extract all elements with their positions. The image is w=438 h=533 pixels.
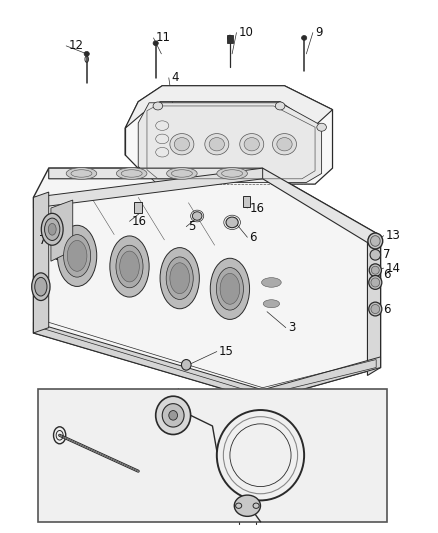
Ellipse shape: [181, 360, 191, 370]
Ellipse shape: [370, 249, 381, 260]
Ellipse shape: [84, 52, 89, 56]
Text: 6: 6: [383, 303, 390, 316]
Ellipse shape: [216, 268, 244, 310]
Ellipse shape: [301, 36, 307, 41]
Polygon shape: [125, 86, 332, 184]
Ellipse shape: [276, 102, 285, 110]
Ellipse shape: [45, 218, 60, 240]
Ellipse shape: [272, 134, 297, 155]
Polygon shape: [51, 200, 73, 261]
Text: 6: 6: [383, 268, 390, 281]
Polygon shape: [33, 168, 381, 400]
Ellipse shape: [57, 225, 97, 286]
Ellipse shape: [116, 245, 143, 288]
Ellipse shape: [35, 277, 47, 296]
Text: 10: 10: [239, 26, 254, 39]
Ellipse shape: [226, 217, 238, 228]
Text: 5: 5: [188, 220, 196, 233]
Text: 17: 17: [289, 458, 304, 471]
Polygon shape: [33, 192, 49, 333]
Ellipse shape: [153, 102, 162, 110]
Ellipse shape: [160, 248, 199, 309]
Ellipse shape: [66, 167, 97, 179]
Ellipse shape: [240, 134, 264, 155]
Ellipse shape: [205, 134, 229, 155]
Text: 8: 8: [53, 251, 60, 263]
Bar: [134, 201, 142, 213]
Polygon shape: [33, 322, 381, 400]
Ellipse shape: [277, 138, 292, 151]
Ellipse shape: [166, 167, 197, 179]
Ellipse shape: [174, 138, 190, 151]
Ellipse shape: [110, 236, 149, 297]
Text: 9: 9: [315, 26, 322, 39]
Ellipse shape: [155, 396, 191, 434]
Text: 17: 17: [304, 419, 319, 432]
Ellipse shape: [41, 213, 63, 245]
Ellipse shape: [369, 276, 382, 289]
Ellipse shape: [120, 251, 139, 282]
Text: 7: 7: [383, 248, 390, 261]
Ellipse shape: [210, 259, 250, 319]
Ellipse shape: [169, 410, 177, 420]
Text: 3: 3: [288, 321, 295, 334]
Ellipse shape: [371, 236, 380, 246]
Text: 11: 11: [155, 31, 171, 44]
Text: 7: 7: [39, 235, 46, 247]
Ellipse shape: [166, 257, 193, 300]
Ellipse shape: [261, 278, 281, 287]
Text: 4: 4: [171, 71, 178, 84]
Ellipse shape: [368, 233, 383, 249]
Polygon shape: [125, 86, 332, 128]
Text: 16: 16: [132, 215, 147, 228]
Ellipse shape: [317, 123, 326, 131]
Text: 16: 16: [250, 201, 265, 214]
Bar: [243, 196, 250, 207]
Ellipse shape: [162, 403, 184, 427]
Polygon shape: [33, 168, 263, 208]
Ellipse shape: [170, 134, 194, 155]
Text: 14: 14: [386, 262, 401, 274]
Text: 12: 12: [68, 39, 83, 52]
Ellipse shape: [369, 264, 381, 277]
Ellipse shape: [209, 138, 224, 151]
Ellipse shape: [234, 495, 261, 516]
Ellipse shape: [371, 304, 380, 313]
Polygon shape: [49, 168, 381, 243]
Ellipse shape: [117, 167, 147, 179]
Ellipse shape: [192, 212, 202, 220]
Polygon shape: [138, 103, 321, 182]
Ellipse shape: [371, 266, 379, 274]
Ellipse shape: [263, 300, 279, 308]
Ellipse shape: [228, 35, 232, 41]
Ellipse shape: [67, 240, 87, 271]
Text: 6: 6: [250, 231, 257, 244]
Text: 15: 15: [219, 345, 234, 358]
Bar: [38, 389, 387, 522]
Ellipse shape: [48, 223, 56, 235]
Ellipse shape: [220, 273, 240, 304]
Ellipse shape: [32, 273, 50, 301]
Text: 13: 13: [386, 229, 401, 242]
Ellipse shape: [369, 302, 382, 316]
Ellipse shape: [371, 278, 380, 287]
Ellipse shape: [217, 167, 247, 179]
Ellipse shape: [244, 138, 259, 151]
Polygon shape: [367, 236, 381, 375]
Ellipse shape: [170, 263, 190, 294]
Ellipse shape: [64, 235, 91, 277]
Ellipse shape: [153, 41, 158, 46]
Bar: [227, 35, 233, 43]
